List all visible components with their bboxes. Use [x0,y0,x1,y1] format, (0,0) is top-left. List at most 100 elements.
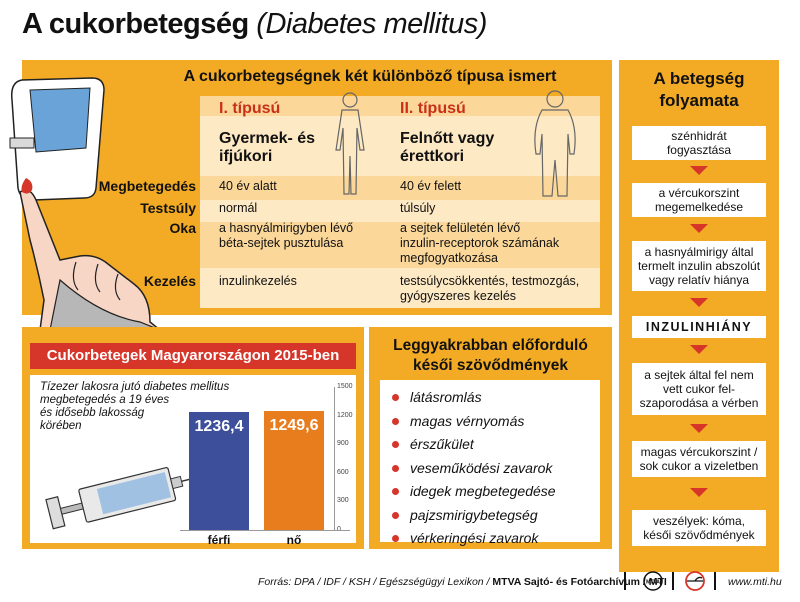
list-item: látásromlás [392,386,556,410]
title-latin: (Diabetes mellitus) [256,8,487,40]
complications-list: látásromlás magas vérnyomás érszűkület v… [392,386,556,551]
list-item-text: vérkeringési zavarok [410,530,539,546]
step-line: megemelkedése [654,200,744,214]
source-prefix: Forrás: DPA / IDF / KSH / Egészségügyi L… [258,576,493,588]
description-line: megbetegedés a 19 éves [40,394,170,406]
source-bold: MTVA Sajtó- és Fotóarchívum / MTI [492,576,667,588]
complications-title: Leggyakrabban előforduló késői szövődmén… [369,336,612,376]
footer-divider [714,572,716,590]
list-item: idegek megbetegedése [392,480,556,504]
progression-title-line1: A betegség [653,69,745,88]
progression-title-line2: folyamata [659,91,739,110]
y-tick-label: 900 [337,440,349,448]
progression-step: a sejtek által fel nem vett cukor fel-sza… [632,363,766,415]
cell-type1-cause: a hasnyálmirigyben lévő béta-sejtek pusz… [219,221,353,251]
category-label-male: férfi [207,533,231,547]
y-tick-label: 600 [337,468,349,476]
arrow-down-icon [690,345,708,354]
cell-line: a sejtek felületén lévő [400,221,521,235]
y-tick-label: 1200 [337,411,353,419]
hand-glucometer-illustration [9,77,162,330]
cell-line: béta-sejtek pusztulása [219,236,344,250]
list-item-text: pajzsmirigybetegség [410,506,538,523]
x-axis-line [180,530,350,531]
type2-label: II. típusú [400,100,466,117]
progression-title: A betegség folyamata [619,68,779,112]
y-tick-label: 1500 [337,383,353,390]
progression-step: a vércukorszint megemelkedése [632,183,766,217]
footer-divider [672,572,674,590]
table-stripe [200,96,600,116]
step-line: magas vércukorszint / [640,445,758,459]
bullet-icon [392,535,399,543]
step-line: sok cukor a vizeletben [639,459,759,473]
types-table [200,96,600,308]
type2-group-line1: Felnőtt vagy [400,130,495,147]
cell-type2-cause: a sejtek felületén lévő inzulin-receptor… [400,221,559,266]
cell-line: inzulin-receptorok számának [400,236,560,250]
list-item: magas vérnyomás [392,410,556,434]
stats-banner: Cukorbetegek Magyarországon 2015-ben [30,343,356,369]
step-line: veszélyek: kóma, [652,514,746,528]
bullet-icon [392,417,399,425]
type1-group-line2: ifjúkori [219,148,273,165]
row-label-cause: Oka [169,220,196,236]
page-title: A cukorbetegség (Diabetes mellitus) [22,8,487,41]
step-line: szénhidrát [671,129,727,143]
row-label-treatment: Kezelés [143,273,196,289]
row-label-onset: Megbetegedés [98,178,196,194]
overweight-body-icon [534,90,576,197]
cell-type1-weight: normál [219,201,258,215]
description-line: és idősebb lakosság [40,407,145,419]
mti-logo [685,571,705,591]
row-label-weight: Testsúly [140,200,196,216]
cell-type1-onset: 40 év alatt [219,179,277,193]
progression-step: magas vércukorszint / sok cukor a vizelet… [632,441,766,477]
bullet-icon [392,441,399,449]
y-tick-label: 0 [337,526,341,533]
type1-label: I. típusú [219,100,281,117]
description-line: Tízezer lakosra jutó diabetes mellitus [40,381,230,393]
arrow-down-icon [690,488,708,497]
list-item-text: idegek megbetegedése [410,483,556,499]
type1-group: Gyermek- és ifjúkori [219,130,315,166]
table-stripe [200,176,600,200]
step-line: a sejtek által fel nem [644,368,754,382]
cell-type2-treatment: testsúlycsökkentés, testmozgás, gyógysze… [400,274,579,304]
bullet-icon [392,488,399,496]
step-line: a hasnyálmirigy által [644,245,754,259]
step-line: a vércukorszint [658,186,740,200]
list-item-text: veseműködési zavarok [410,459,553,476]
table-stripe [200,222,600,268]
footer-url: www.mti.hu [728,576,782,588]
type2-group: Felnőtt vagy érettkori [400,130,494,166]
title-main: A cukorbetegség [22,8,249,40]
list-item: veseműködési zavarok [392,457,556,481]
list-item-text: érszűkület [410,436,474,452]
cell-line: testsúlycsökkentés, testmozgás, [400,274,580,288]
bar-male [189,412,249,530]
stats-description: Tízezer lakosra jutó diabetes mellitus m… [40,381,250,433]
bullet-icon [392,394,399,402]
bar-female-value: 1249,6 [269,416,319,434]
complications-title-line1: Leggyakrabban előforduló [393,337,588,354]
progression-step: a hasnyálmirigy által termelt inzulin abs… [632,241,766,291]
bar-male-value: 1236,4 [194,418,244,436]
cell-type2-onset: 40 év felett [400,179,462,193]
cell-line: gyógyszeres kezelés [400,289,517,303]
list-item-text: látásromlás [410,389,482,405]
cell-line: a hasnyálmirigyben lévő [219,221,354,235]
footer-divider [624,572,626,590]
step-line: INZULINHIÁNY [645,320,753,334]
cell-line: megfogyatkozása [400,251,498,265]
bar-female [264,410,324,530]
step-line: vagy relatív hiánya [648,273,750,287]
type2-group-line2: érettkori [400,148,465,165]
list-item: pajzsmirigybetegség [392,504,556,528]
mtva-logo-text: MTVA [646,580,660,586]
bar-chart-plot: 1236,4 1249,6 0 300 600 900 1200 1500 [180,383,353,533]
mtva-logo: MTVA [643,571,663,591]
step-line: termelt inzulin abszolút [637,259,761,273]
cell-type1-treatment: inzulinkezelés [219,274,297,288]
arrow-down-icon [690,224,708,233]
